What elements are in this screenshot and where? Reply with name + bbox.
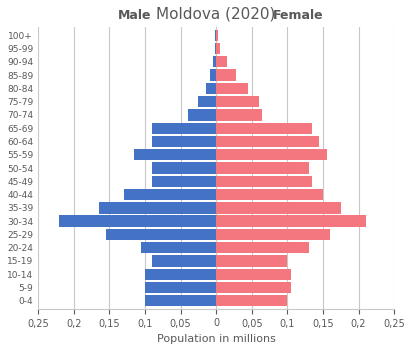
Bar [216, 282, 291, 293]
Text: Male: Male [117, 9, 151, 22]
Bar [216, 255, 287, 267]
Bar [145, 282, 216, 293]
Bar [213, 56, 216, 67]
Bar [216, 295, 287, 306]
Bar [152, 136, 216, 147]
X-axis label: Population in millions: Population in millions [157, 334, 276, 344]
Bar [206, 83, 216, 94]
Bar [152, 122, 216, 134]
Bar [211, 69, 216, 81]
Bar [216, 43, 220, 54]
Bar [216, 202, 341, 213]
Bar [198, 96, 216, 107]
Bar [216, 136, 319, 147]
Bar [152, 163, 216, 174]
Bar [216, 149, 327, 160]
Bar [215, 29, 216, 41]
Bar [152, 176, 216, 187]
Bar [216, 29, 218, 41]
Bar [216, 56, 227, 67]
Bar [187, 109, 216, 120]
Bar [216, 122, 312, 134]
Bar [141, 242, 216, 253]
Bar [216, 216, 366, 227]
Bar [152, 255, 216, 267]
Bar [124, 189, 216, 200]
Bar [98, 202, 216, 213]
Bar [216, 229, 330, 240]
Bar [134, 149, 216, 160]
Text: Female: Female [273, 9, 323, 22]
Title: Moldova (2020): Moldova (2020) [157, 7, 276, 22]
Bar [216, 109, 262, 120]
Bar [216, 242, 309, 253]
Bar [216, 69, 236, 81]
Bar [216, 176, 312, 187]
Bar [216, 269, 291, 280]
Bar [216, 163, 309, 174]
Bar [145, 269, 216, 280]
Bar [106, 229, 216, 240]
Bar [216, 96, 259, 107]
Bar [216, 189, 323, 200]
Bar [145, 295, 216, 306]
Bar [216, 83, 248, 94]
Bar [59, 216, 216, 227]
Bar [215, 43, 216, 54]
